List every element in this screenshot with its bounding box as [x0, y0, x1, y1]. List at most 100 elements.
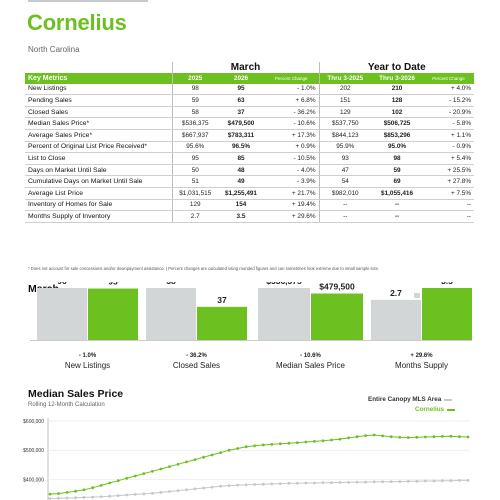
value-2025: $667,937 [171, 129, 218, 142]
series-point [193, 487, 197, 491]
series-point [330, 481, 333, 485]
value-ytd-2025: 93 [318, 152, 372, 165]
percent-change-ytd: + 5.4% [423, 152, 475, 165]
series-point [193, 458, 197, 461]
bar-value-label: 3.5 [441, 282, 453, 286]
series-point [116, 494, 120, 497]
series-point [304, 481, 308, 485]
metric-label: List to Close [25, 152, 172, 165]
metric-row: Percent of Original List Price Received*… [25, 141, 475, 154]
value-2025: 50 [171, 164, 218, 177]
value-2026: $1,255,491 [218, 187, 264, 200]
key-metrics-header: Key Metrics [25, 73, 172, 84]
series-point [57, 496, 60, 500]
value-2026: 37 [218, 106, 264, 119]
bar-change-label: + 29.6% [410, 353, 433, 359]
series-point [125, 476, 129, 480]
series-point [116, 479, 120, 483]
value-ytd-2025: -- [318, 210, 372, 223]
value-ytd-2026: 98 [371, 152, 424, 165]
series-point [278, 482, 282, 485]
metric-label: Average List Price [25, 187, 172, 200]
line-legend-canopy: Entire Canopy MLS Area [368, 396, 453, 403]
series-point [432, 435, 436, 439]
series-point [355, 435, 359, 439]
percent-change-ytd: + 1.1% [423, 129, 475, 142]
series-point [441, 435, 444, 438]
key-metrics-table: March Year to Date Key Metrics 2025 2026… [25, 62, 475, 223]
series-point [381, 480, 385, 484]
series-point [398, 480, 402, 483]
bar-2026 [197, 306, 247, 340]
metric-row: Months Supply of Inventory 2.7 3.5 + 29.6% -… [25, 210, 475, 223]
series-point [99, 495, 103, 499]
bar-value-label: 58 [166, 282, 176, 286]
value-2026: 96.5% [218, 141, 264, 154]
percent-change-ytd: + 4.0% [423, 83, 475, 96]
value-2026: 63 [218, 94, 264, 107]
bar-category-label: Median Sales Price [276, 361, 345, 370]
series-point [74, 496, 77, 500]
series-point [133, 474, 137, 478]
percent-change: - 3.9% [264, 175, 320, 188]
percent-change-ytd: + 7.5% [423, 187, 475, 200]
series-point [185, 488, 188, 492]
series-point [406, 479, 410, 483]
value-2026: 154 [218, 199, 264, 212]
metric-label: Days on Market Until Sale [25, 164, 172, 177]
series-point [347, 436, 350, 440]
value-2025: 59 [171, 94, 218, 107]
series-point [219, 451, 223, 454]
series-point [313, 440, 316, 443]
percent-change-ytd: + 25.5% [423, 164, 475, 177]
series-point [321, 481, 325, 485]
metric-row: Inventory of Homes for Sale 129 154 + 19.4%… [25, 199, 475, 212]
value-ytd-2025: 151 [318, 94, 372, 107]
value-2025: 58 [171, 106, 218, 119]
page-subtitle: North Carolina [28, 45, 80, 54]
series-point [296, 481, 299, 485]
series-point [236, 483, 240, 487]
value-2025: 98 [171, 83, 218, 96]
col-header: Percent Change [423, 73, 475, 84]
series-point [364, 434, 367, 437]
series-point [304, 440, 308, 444]
metric-label: Cumulative Days on Market Until Sale [25, 175, 172, 188]
percent-change: - 36.2% [264, 106, 320, 119]
percent-change-ytd: -- [423, 199, 475, 212]
series-point [108, 494, 112, 498]
series-point [338, 481, 342, 484]
series-point [321, 439, 325, 443]
metric-label: Months Supply of Inventory [25, 210, 172, 223]
percent-change: + 19.4% [264, 199, 320, 212]
value-2025: 51 [171, 175, 218, 188]
metric-row: Average Sales Price* $667,937 $783,311 + 17… [25, 129, 475, 142]
series-point [159, 467, 163, 471]
value-ytd-2026: $853,296 [371, 129, 424, 142]
series-point [372, 480, 376, 484]
value-ytd-2026: 59 [371, 164, 424, 177]
series-point [210, 485, 214, 489]
median-price-line-chart: $600,000 $500,000 $400,000 [23, 418, 470, 500]
series-line-cornelius [49, 434, 469, 495]
series-point [168, 465, 171, 468]
percent-change-ytd: + 27.8% [423, 175, 475, 188]
page-title: Cornelius [27, 10, 127, 35]
value-ytd-2025: 202 [318, 83, 372, 96]
metric-label: Percent of Original List Price Received* [25, 141, 172, 154]
value-ytd-2026: 95.0% [371, 141, 424, 154]
metric-row: Cumulative Days on Market Until Sale 51 49… [25, 175, 475, 188]
series-point [202, 455, 206, 459]
percent-change-ytd: - 15.2% [423, 94, 475, 107]
series-point [99, 484, 103, 487]
legend-line-canopy [444, 398, 453, 401]
march-bar-chart: 96 95 - 1.0% New Listings 58 37 - 36.2% Closed … [30, 282, 472, 370]
value-ytd-2026: -- [371, 210, 424, 223]
series-point [347, 481, 350, 484]
series-point [261, 482, 265, 486]
series-point [270, 482, 274, 486]
bar-category-label: Closed Sales [173, 361, 220, 370]
series-point [82, 488, 86, 492]
col-header: Thru 3-2026 [371, 73, 424, 84]
percent-change: + 29.6% [264, 210, 320, 223]
